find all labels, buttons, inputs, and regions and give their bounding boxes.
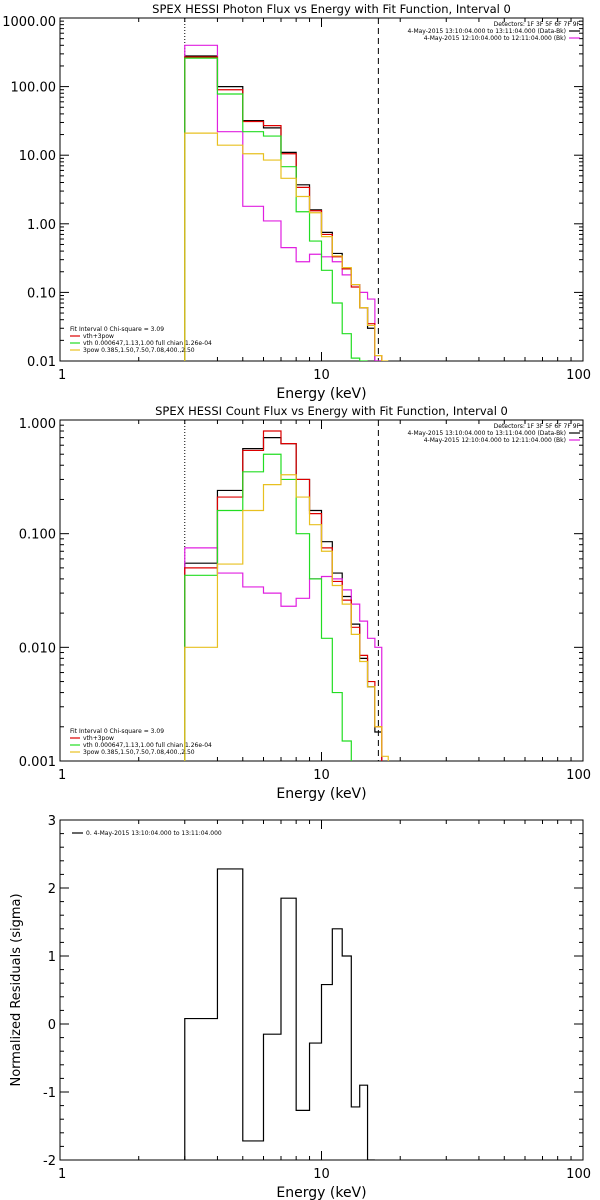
info-line: 3pow 0.385,1.50,7.50,7.08,400.,2.50 [83,749,195,756]
y-tick-label: -2 [43,1154,56,1169]
info-line: 4-May-2015 12:10:04.000 to 12:11:04.000 … [424,437,566,444]
x-tick-label: 1 [58,368,66,383]
plot-frame [59,17,584,362]
y-tick-label: 10.00 [19,149,56,164]
series-line-4 [184,474,389,761]
y-tick-label: 1000.00 [2,15,56,30]
info-line: 3pow 0.385,1.50,7.50,7.08,400.,2.50 [83,347,195,354]
info-line: Detectors: 1F 3F 5F 6F 7F 9F [494,21,581,28]
chart-panel-2: SPEX HESSI Count Flux vs Energy with Fit… [19,404,591,802]
x-tick-label: 10 [313,768,330,783]
x-axis-label: Energy (keV) [276,786,366,802]
series-line-0 [184,868,375,1160]
x-tick-label: 100 [566,1167,591,1182]
chart-panel-1: SPEX HESSI Photon Flux vs Energy with Fi… [2,2,591,402]
series-line-4 [184,132,389,361]
info-line: Fit Interval 0 Chi-square = 3.09 [70,326,164,333]
x-tick-label: 100 [566,768,591,783]
y-tick-label: 2 [48,882,56,897]
x-tick-label: 10 [313,1167,330,1182]
x-axis-label: Energy (keV) [276,386,366,402]
series-line-3 [184,453,352,761]
info-line: vth 0.000647,1.13,1.00 full chian 1.26e-… [83,340,212,347]
info-line: vth+3pow [83,333,114,340]
y-tick-label: 0.001 [19,755,56,770]
y-tick-label: 1 [48,950,56,965]
chart-title: SPEX HESSI Photon Flux vs Energy with Fi… [152,2,511,16]
chart-title: SPEX HESSI Count Flux vs Energy with Fit… [155,404,508,418]
legend-entry: 0. 4-May-2015 13:10:04.000 to 13:11:04.0… [86,830,222,837]
series-line-0 [184,437,383,761]
y-tick-label: 1.000 [19,417,56,432]
y-tick-label: 0.010 [19,641,56,656]
info-line: Fit Interval 0 Chi-square = 3.09 [70,728,164,735]
y-tick-label: 3 [48,814,56,829]
x-tick-label: 1 [58,1167,66,1182]
series-line-2 [184,430,383,761]
x-axis-label: Energy (keV) [276,1185,366,1200]
x-tick-label: 1 [58,768,66,783]
series-line-3 [184,57,368,361]
y-axis-label: Normalized Residuals (sigma) [9,893,24,1086]
series-line-1 [184,44,382,361]
x-tick-label: 100 [566,368,591,383]
y-tick-label: 0.100 [19,528,56,543]
chart-panel-3: 1 10 100 Energy (keV) -2 -1 0 1 2 3 Normalized Res… [9,814,591,1200]
y-tick-label: 0.01 [27,355,56,370]
info-line: vth+3pow [83,735,114,742]
series-line-0 [184,55,382,361]
info-line: 4-May-2015 13:10:04.000 to 13:11:04.000 … [407,430,566,437]
info-line: 4-May-2015 13:10:04.000 to 13:11:04.000 … [407,28,566,35]
x-tick-label: 10 [313,368,330,383]
y-tick-label: 1.00 [27,218,56,233]
info-line: vth 0.000647,1.13,1.00 full chian 1.26e-… [83,742,212,749]
info-line: Detectors: 1F 3F 5F 6F 7F 9F [494,423,581,430]
y-tick-label: 0 [48,1018,56,1033]
series-line-1 [184,547,383,761]
info-line: 4-May-2015 12:10:04.000 to 12:11:04.000 … [424,35,566,42]
data-series-group [184,44,389,361]
data-series-group [184,868,375,1160]
y-tick-label: 0.10 [27,286,56,301]
data-series-group [184,430,389,761]
series-line-2 [184,56,383,361]
y-tick-label: 100.00 [11,81,57,96]
y-tick-label: -1 [43,1086,56,1101]
